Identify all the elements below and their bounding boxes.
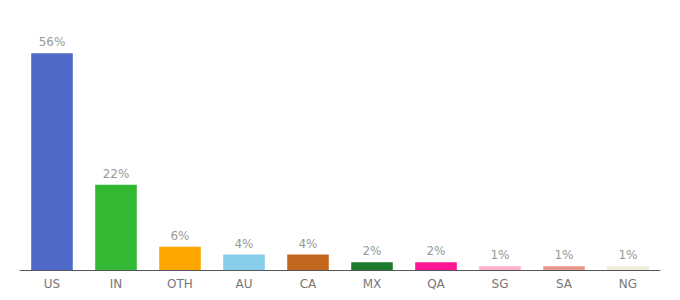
- svg-text:NG: NG: [619, 277, 637, 291]
- svg-text:4%: 4%: [234, 237, 253, 251]
- svg-text:IN: IN: [110, 277, 123, 291]
- svg-text:MX: MX: [363, 277, 382, 291]
- svg-text:US: US: [44, 277, 60, 291]
- svg-text:6%: 6%: [170, 229, 189, 243]
- svg-text:1%: 1%: [554, 248, 573, 262]
- svg-text:4%: 4%: [298, 237, 317, 251]
- svg-text:QA: QA: [427, 277, 445, 291]
- svg-text:CA: CA: [300, 277, 317, 291]
- svg-text:56%: 56%: [39, 35, 66, 49]
- svg-text:2%: 2%: [362, 244, 381, 258]
- svg-text:1%: 1%: [490, 248, 509, 262]
- svg-text:SA: SA: [556, 277, 573, 291]
- svg-text:OTH: OTH: [167, 277, 193, 291]
- svg-text:1%: 1%: [618, 248, 637, 262]
- svg-text:AU: AU: [236, 277, 253, 291]
- svg-text:SG: SG: [492, 277, 509, 291]
- svg-text:22%: 22%: [103, 167, 130, 181]
- svg-text:2%: 2%: [426, 244, 445, 258]
